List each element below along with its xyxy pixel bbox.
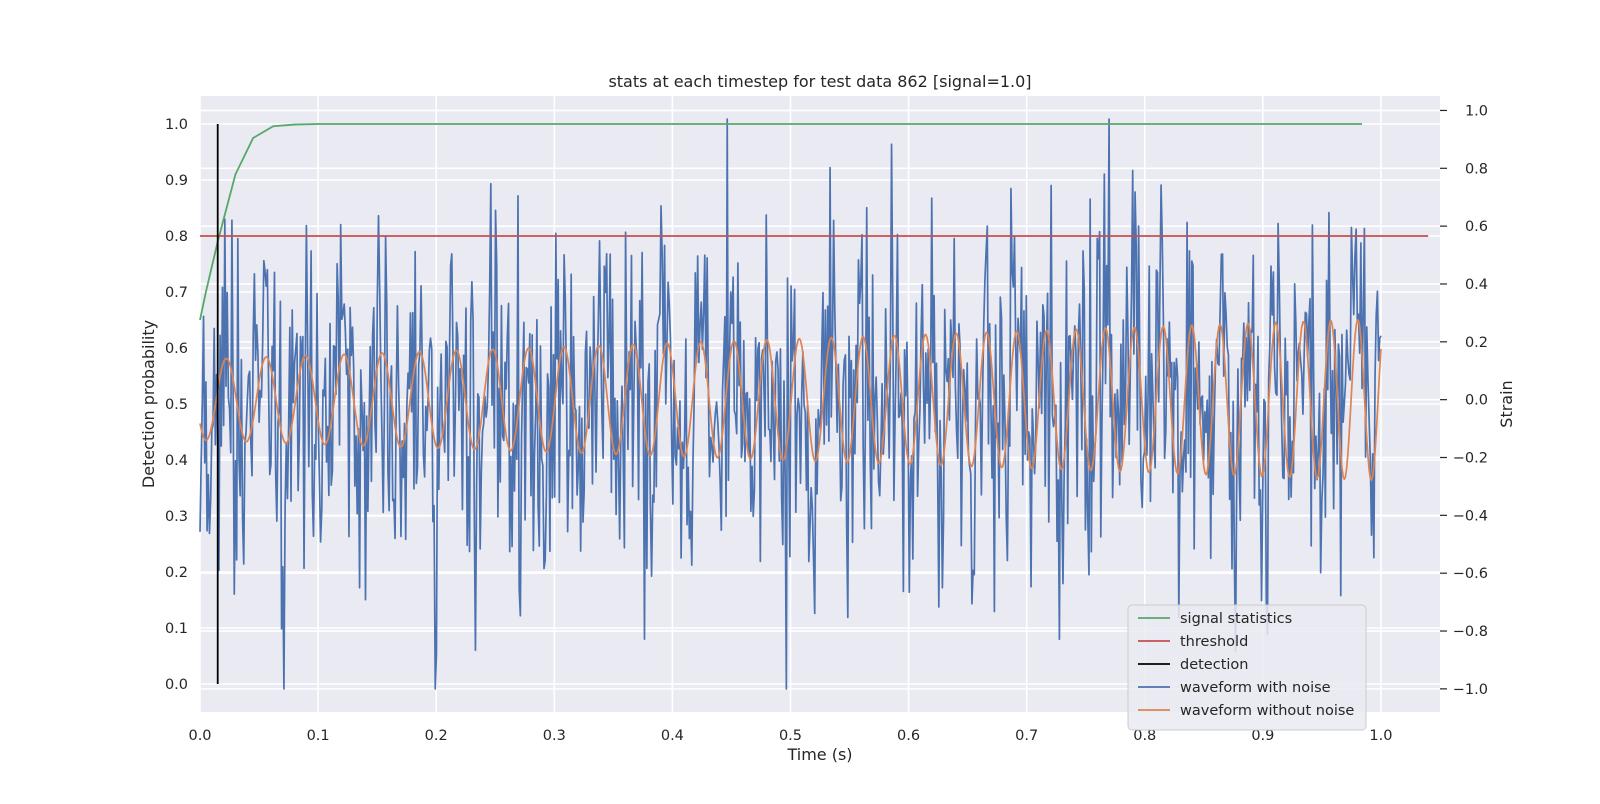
legend-label: signal statistics [1180,611,1292,627]
y-right-tick-label: 0.0 [1465,393,1488,409]
y-right-tick-label: 1.0 [1465,103,1488,119]
legend-label: waveform with noise [1180,680,1331,696]
y-left-tick-label: 0.5 [165,397,188,413]
series-layer [199,118,1429,690]
chart-title: stats at each timestep for test data 862… [608,72,1031,91]
x-tick-label: 0.0 [188,728,211,744]
series-waveform-with-noise [199,118,1382,690]
x-tick-label: 0.3 [543,728,566,744]
series-signal-statistics [199,123,1363,321]
y-axis-right-label: Strain [1497,380,1516,427]
x-tick-label: 1.0 [1369,728,1392,744]
y-axis-left-ticks: 0.0 0.1 0.2 0.3 0.4 0.5 0.6 0.7 0.8 0.9 1.0 [165,117,188,693]
legend-label: detection [1180,657,1248,673]
y-right-tick-label: −0.6 [1453,566,1488,582]
legend-label: waveform without noise [1180,703,1354,719]
y-right-tick-label: −0.4 [1453,508,1488,524]
x-tick-label: 0.6 [897,728,920,744]
x-axis-ticks: 0.0 0.1 0.2 0.3 0.4 0.5 0.6 0.7 0.8 0.9 1.0 [188,728,1392,744]
y-right-tick-label: −1.0 [1453,682,1488,698]
y-left-tick-label: 1.0 [165,117,188,133]
legend-box [1127,604,1367,731]
y-axis-left-label: Detection probability [139,320,158,488]
x-tick-label: 0.7 [1015,728,1038,744]
y-left-tick-label: 0.6 [165,341,188,357]
x-tick-label: 0.9 [1251,728,1274,744]
y-axis-right-ticks: −1.0 −0.8 −0.6 −0.4 −0.2 0.0 0.2 0.4 0.6 0.8 1.0 [1440,103,1488,698]
legend: signal statistics threshold detection wavef… [1127,604,1367,731]
y-right-tick-label: −0.2 [1453,451,1488,467]
x-axis-label: Time (s) [786,745,852,764]
x-tick-label: 0.5 [779,728,802,744]
y-left-tick-label: 0.8 [165,229,188,245]
y-right-tick-label: 0.4 [1465,277,1488,293]
y-right-tick-label: −0.8 [1453,624,1488,640]
y-left-tick-label: 0.0 [165,677,188,693]
x-tick-label: 0.8 [1133,728,1156,744]
y-right-tick-label: 0.8 [1465,161,1488,177]
y-left-tick-label: 0.2 [165,565,188,581]
x-tick-label: 0.1 [307,728,330,744]
y-left-tick-label: 0.4 [165,453,188,469]
y-right-tick-label: 0.2 [1465,335,1488,351]
series-waveform-without-noise [199,319,1382,482]
y-left-tick-label: 0.1 [165,621,188,637]
y-right-tick-label: 0.6 [1465,219,1488,235]
x-tick-label: 0.4 [661,728,684,744]
x-tick-label: 0.2 [425,728,448,744]
y-left-tick-label: 0.7 [165,285,188,301]
legend-label: threshold [1180,634,1248,650]
y-left-tick-label: 0.3 [165,509,188,525]
y-left-tick-label: 0.9 [165,173,188,189]
